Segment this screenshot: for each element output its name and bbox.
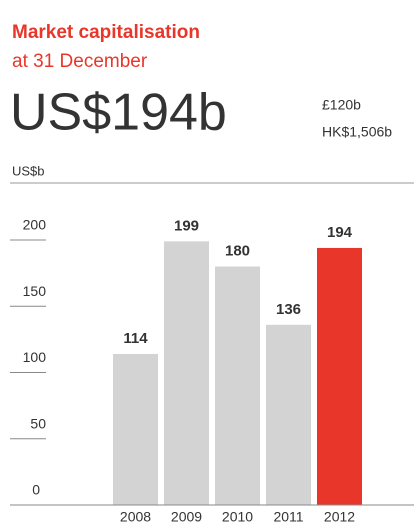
x-tick-label: 2010 xyxy=(222,509,253,525)
data-label: 136 xyxy=(276,301,301,318)
chart-title: Market capitalisation xyxy=(12,22,200,43)
data-label: 199 xyxy=(174,217,199,234)
y-tick-label: 50 xyxy=(30,415,46,431)
data-label: 194 xyxy=(327,224,353,241)
data-label: 180 xyxy=(225,242,250,259)
headline: US$194b xyxy=(10,84,227,142)
bar xyxy=(266,324,311,505)
chart-subtitle: at 31 December xyxy=(12,51,148,72)
y-axis-label: US$b xyxy=(12,163,45,178)
bar xyxy=(317,247,362,505)
bar xyxy=(113,353,158,505)
bar xyxy=(215,266,260,505)
x-tick-label: 2011 xyxy=(273,509,303,525)
x-tick-label: 2012 xyxy=(324,509,355,525)
y-tick-label: 100 xyxy=(23,349,47,365)
headline-note: HK$1,506b xyxy=(322,124,392,140)
x-tick-label: 2009 xyxy=(171,509,202,525)
y-tick-label: 150 xyxy=(23,283,47,299)
bar xyxy=(164,241,209,505)
y-tick-label: 200 xyxy=(23,217,47,233)
x-tick-label: 2008 xyxy=(120,509,151,525)
y-tick-label: 0 xyxy=(32,482,40,498)
headline-note: £120b xyxy=(322,97,361,113)
data-label: 114 xyxy=(123,330,148,347)
